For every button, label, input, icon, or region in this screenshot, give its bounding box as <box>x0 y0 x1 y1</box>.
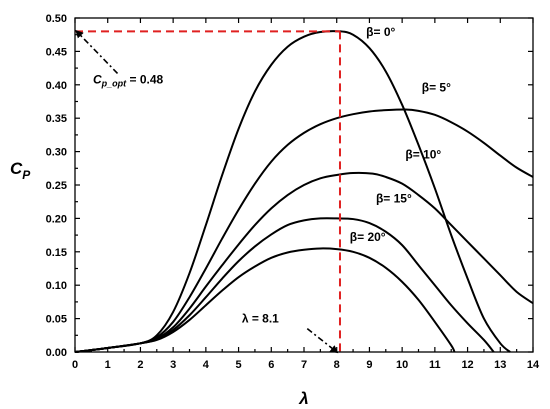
x-tick-label: 0 <box>72 359 78 371</box>
axes: 0 1 2 3 4 5 6 7 8 9 10 11 12 13 140.000.050.100.150.20… <box>10 13 540 408</box>
x-tick-label: 5 <box>236 359 242 371</box>
series-curves <box>74 30 534 353</box>
annotations: Cp_opt = 0.48 λ = 8.1 <box>75 29 339 354</box>
y-tick-label: 0.10 <box>46 280 67 292</box>
y-tick-label: 0.15 <box>46 247 67 259</box>
y-tick-label: 0.50 <box>46 13 67 25</box>
series-line-3 <box>74 217 495 353</box>
x-tick-label: 4 <box>203 359 210 371</box>
series-labels: β= 0° β= 5° β= 10° β= 15° β= 20° <box>350 25 451 244</box>
x-tick-label: 7 <box>301 359 307 371</box>
x-tick-label: 14 <box>527 359 540 371</box>
lambda-opt-label: λ = 8.1 <box>242 312 279 326</box>
x-tick-label: 2 <box>137 359 143 371</box>
x-tick-label: 13 <box>494 359 506 371</box>
optimum-guides <box>75 30 341 352</box>
series-line-1 <box>74 108 534 353</box>
x-tick-label: 10 <box>396 359 408 371</box>
x-tick-label: 6 <box>268 359 274 371</box>
x-tick-label: 11 <box>429 359 441 371</box>
series-label-3: β= 15° <box>376 191 412 205</box>
series-label-1: β= 5° <box>422 80 451 94</box>
cp-opt-arrow <box>75 29 119 75</box>
cp-opt-label: Cp_opt = 0.48 <box>93 72 164 88</box>
x-tick-label: 3 <box>170 359 176 371</box>
series-line-4 <box>74 247 456 353</box>
lambda-opt-arrow <box>306 327 339 354</box>
x-tick-label: 8 <box>334 359 340 371</box>
series-label-0: β= 0° <box>366 25 395 39</box>
y-tick-label: 0.00 <box>46 347 67 359</box>
series-line-0 <box>74 30 511 353</box>
x-tick-label: 12 <box>461 359 473 371</box>
y-tick-label: 0.45 <box>46 46 67 58</box>
y-tick-label: 0.05 <box>46 314 67 326</box>
y-tick-label: 0.25 <box>46 180 67 192</box>
y-tick-label: 0.40 <box>46 80 67 92</box>
series-label-2: β= 10° <box>405 147 441 161</box>
x-tick-label: 9 <box>366 359 372 371</box>
series-line-2 <box>74 171 534 353</box>
y-tick-label: 0.30 <box>46 147 67 159</box>
y-tick-label: 0.20 <box>46 213 67 225</box>
y-axis-title: CP <box>10 159 31 182</box>
x-axis-title: λ <box>298 389 308 408</box>
y-tick-label: 0.35 <box>46 113 67 125</box>
y-axis-title-subscript: P <box>22 168 31 182</box>
x-tick-label: 1 <box>105 359 111 371</box>
series-label-4: β= 20° <box>350 230 386 244</box>
